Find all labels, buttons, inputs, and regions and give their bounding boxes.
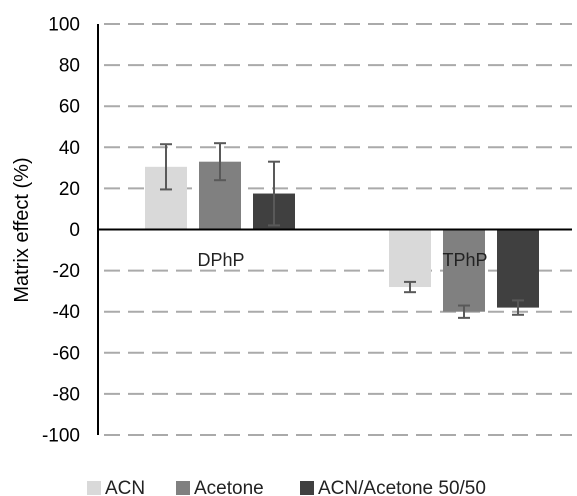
- bar-tphp-2: [497, 229, 539, 308]
- legend-label: ACN: [105, 478, 145, 496]
- category-labels: DPhP TPhP: [197, 250, 487, 270]
- y-tick-label: 20: [59, 179, 80, 200]
- error-bars: [160, 142, 524, 319]
- bar-tphp-1: [443, 229, 485, 312]
- y-tick-label: -60: [53, 343, 80, 364]
- legend-swatch: [300, 481, 314, 495]
- legend-swatch: [87, 481, 101, 495]
- y-tick-label: 40: [59, 138, 80, 159]
- y-axis-title: Matrix effect (%): [11, 157, 33, 302]
- y-tick-label: 0: [69, 220, 80, 241]
- legend-swatch: [176, 481, 190, 495]
- y-tick-label: -80: [53, 384, 80, 405]
- y-tick-label: 60: [59, 97, 80, 118]
- y-tick-label: -40: [53, 302, 80, 323]
- gridlines: [104, 23, 572, 436]
- category-label: DPhP: [197, 250, 244, 270]
- category-label: TPhP: [442, 250, 487, 270]
- y-tick-label: 100: [48, 15, 80, 36]
- legend-label: ACN/Acetone 50/50: [318, 478, 486, 496]
- legend-label: Acetone: [194, 478, 264, 496]
- y-tick-labels: 100 80 60 40 20 0 -20 -40 -60 -80 -100: [42, 15, 80, 447]
- y-tick-label: -100: [42, 426, 80, 447]
- axes: [97, 24, 572, 435]
- y-tick-label: -20: [53, 261, 80, 282]
- y-tick-label: 80: [59, 56, 80, 77]
- legend: ACN Acetone ACN/Acetone 50/50: [87, 478, 486, 496]
- bar-tphp-0: [389, 229, 431, 288]
- bars: [145, 161, 539, 312]
